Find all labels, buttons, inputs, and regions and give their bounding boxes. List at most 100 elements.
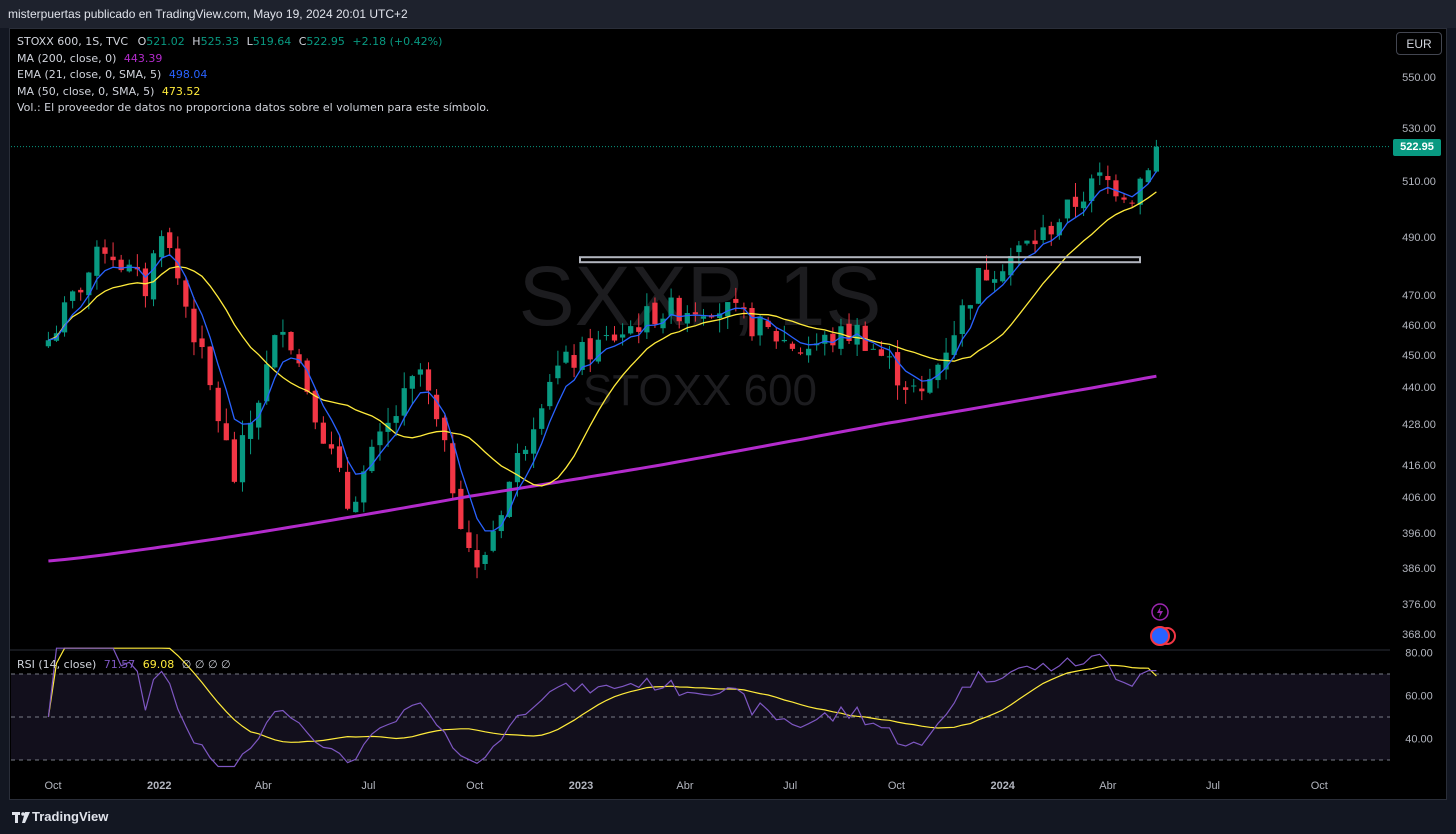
candle-body [959, 305, 965, 335]
high-value: 525.33 [200, 35, 240, 48]
candle-body [1064, 199, 1071, 219]
candle-body [280, 331, 286, 335]
candle-body [272, 335, 278, 368]
ema21-legend[interactable]: EMA (21, close, 0, SMA, 5) 498.04 [17, 68, 207, 81]
x-tick-label: Abr [255, 780, 272, 792]
rsi-y-tick-label: 40.00 [1405, 734, 1433, 746]
candle-body [781, 339, 787, 342]
candle-body [126, 264, 132, 272]
candle-body [1032, 240, 1038, 245]
ma200-value: 443.39 [123, 52, 163, 65]
candle-body [644, 306, 650, 333]
candle-body [45, 340, 52, 347]
candle-body [692, 312, 699, 315]
ema21-label: EMA (21, close, 0, SMA, 5) [17, 68, 162, 81]
candle-body [878, 349, 885, 356]
ma200-legend[interactable]: MA (200, close, 0) 443.39 [17, 52, 162, 65]
rsi-value: 71.57 [103, 658, 136, 671]
rsi-line [47, 647, 1157, 768]
candle-body [846, 323, 852, 341]
candle-body [579, 341, 585, 370]
candle-body [1024, 240, 1030, 244]
candle-body [1105, 176, 1111, 181]
x-tick-label: 2024 [990, 780, 1015, 792]
candle-body [223, 423, 229, 441]
x-tick-label: Jul [1206, 780, 1220, 792]
candle-body [773, 331, 779, 342]
candle-body [296, 354, 302, 364]
candle-body [1080, 201, 1087, 209]
candle-body [595, 339, 601, 362]
candle-body [765, 320, 771, 328]
candle-body [409, 376, 415, 389]
candle-body [619, 334, 626, 338]
y-tick-label: 416.00 [1402, 460, 1436, 472]
y-tick-label: 510.00 [1402, 176, 1436, 188]
y-tick-label: 460.00 [1402, 320, 1436, 332]
rsi-ma-line [47, 647, 1157, 743]
candle-body [61, 302, 68, 333]
candle-body [555, 365, 561, 379]
y-tick-label: 376.00 [1402, 599, 1436, 611]
rsi-ma-value: 69.08 [142, 658, 175, 671]
publish-caption: misterpuertas publicado en TradingView.c… [8, 7, 408, 21]
candle-body [531, 429, 537, 454]
candle-body [239, 435, 246, 483]
candle-body [951, 335, 957, 355]
candle-body [652, 302, 658, 325]
candle-body [1016, 245, 1022, 253]
candle-body [571, 355, 577, 368]
ma50-line [48, 191, 1157, 487]
ma50-legend[interactable]: MA (50, close, 0, SMA, 5) 473.52 [17, 85, 200, 98]
candle-body [320, 422, 326, 444]
candle-body [78, 289, 84, 293]
candle-body [304, 360, 310, 392]
ema21-value: 498.04 [168, 68, 208, 81]
candle-body [207, 346, 213, 386]
candle-body [474, 550, 480, 568]
volume-note-text: Vol.: El proveedor de datos no proporcio… [17, 101, 490, 114]
candle-body [86, 272, 92, 296]
x-tick-label: Abr [676, 780, 693, 792]
last-price-tag: 522.95 [1393, 139, 1441, 156]
candle-body [587, 338, 593, 360]
candle-body [603, 335, 610, 337]
candle-body [547, 381, 553, 407]
x-tick-label: 2022 [147, 780, 171, 792]
y-tick-label: 396.00 [1402, 528, 1436, 540]
candle-body [789, 343, 796, 349]
candle-body [150, 253, 157, 300]
ma200-line [48, 374, 1157, 563]
currency-button[interactable]: EUR [1396, 32, 1442, 55]
candle-body [231, 439, 238, 482]
candle-body [70, 291, 76, 301]
rsi-legend[interactable]: RSI (14, close) 71.57 69.08 ∅ ∅ ∅ ∅ [17, 658, 231, 671]
tradingview-brand: TradingView [32, 809, 109, 824]
volume-note: Vol.: El proveedor de datos no proporcio… [17, 101, 489, 114]
candle-body [1089, 178, 1095, 202]
y-tick-label: 450.00 [1402, 350, 1436, 362]
candle-body [983, 269, 990, 281]
candle-body [870, 348, 876, 350]
symbol-label[interactable]: STOXX 600, 1S, TVC [17, 35, 129, 48]
candle-body [935, 364, 941, 381]
low-label: L [246, 35, 253, 48]
candle-body [94, 246, 100, 276]
candle-body [919, 388, 925, 392]
candle-body [733, 298, 739, 303]
ema21-line [48, 170, 1157, 532]
open-label: O [137, 35, 147, 48]
candle-body [1121, 197, 1127, 200]
candle-body [1008, 255, 1014, 276]
candle-body [991, 279, 998, 283]
low-value: 519.64 [252, 35, 292, 48]
candle-body [903, 387, 909, 390]
candle-body [288, 331, 294, 351]
y-tick-label: 550.00 [1402, 72, 1436, 84]
chart-frame[interactable] [9, 28, 1447, 800]
candle-body [886, 356, 893, 358]
ma50-label: MA (50, close, 0, SMA, 5) [17, 85, 155, 98]
candle-body [700, 316, 707, 319]
candle-body [377, 431, 383, 446]
